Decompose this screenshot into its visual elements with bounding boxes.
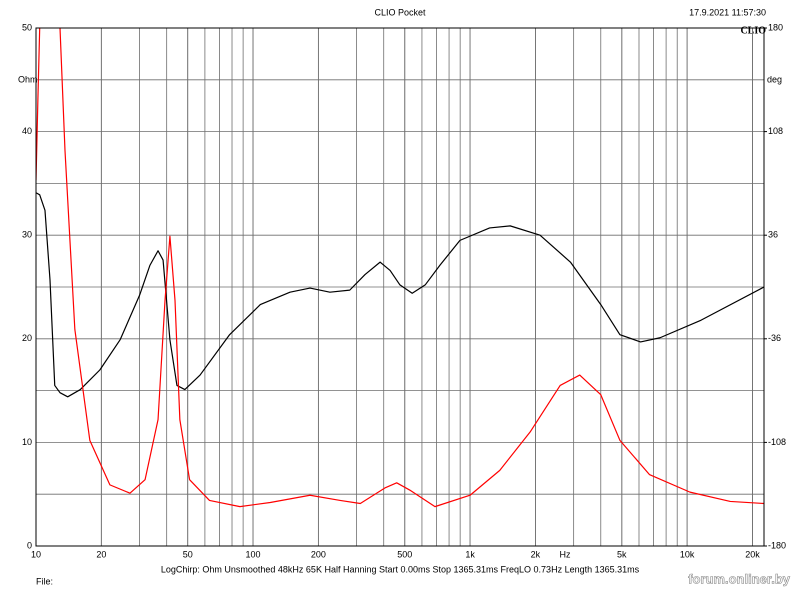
curve: [36, 28, 764, 508]
y2-tick-label: 108: [768, 126, 783, 136]
x-tick-label: 2k: [531, 549, 541, 559]
y-tick-label: 20: [22, 333, 32, 343]
watermark: forum.onliner.by: [688, 571, 791, 586]
y2-tick-label: -108: [768, 437, 786, 447]
y-tick-label: 40: [22, 126, 32, 136]
chart-title: CLIO Pocket: [374, 7, 426, 17]
y-tick-label: 30: [22, 230, 32, 240]
x-tick-label: 200: [311, 549, 326, 559]
y2-tick-label: 36: [768, 230, 778, 240]
y-tick-label: 0: [27, 540, 32, 550]
x-tick-label: 10k: [680, 549, 695, 559]
x-tick-label: 20k: [745, 549, 760, 559]
plot-frame: [35, 27, 765, 547]
y2-tick-label: -180: [768, 540, 786, 550]
x-tick-label: 1k: [465, 549, 475, 559]
x-tick-label: 20: [96, 549, 106, 559]
y2-axis-label: deg: [767, 74, 782, 84]
y-tick-label: 10: [22, 437, 32, 447]
x-axis-label: Hz: [560, 549, 571, 559]
x-tick-label: 500: [397, 549, 412, 559]
curve: [36, 192, 764, 398]
timestamp: 17.9.2021 11:57:30: [689, 7, 766, 17]
x-tick-label: 5k: [617, 549, 627, 559]
y2-tick-label: -36: [768, 333, 781, 343]
logo: CLIO: [740, 25, 766, 36]
x-tick-label: 10: [31, 549, 41, 559]
y-tick-label: 50: [22, 22, 32, 32]
y2-tick-label: 180: [768, 22, 783, 32]
file-label: File:: [36, 576, 53, 586]
plot: [36, 28, 764, 508]
x-tick-label: 100: [246, 549, 261, 559]
footer: LogChirp: Ohm Unsmoothed 48kHz 65K Half …: [161, 564, 640, 574]
x-tick-label: 50: [183, 549, 193, 559]
y-axis-label: Ohm: [18, 74, 38, 84]
